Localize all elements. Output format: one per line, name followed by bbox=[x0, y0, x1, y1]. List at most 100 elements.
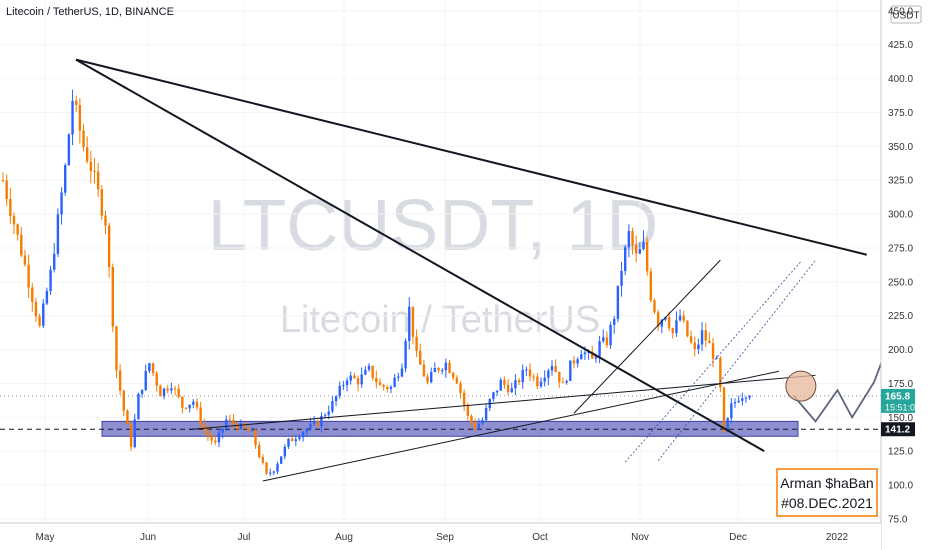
candle bbox=[104, 210, 107, 235]
candle-body bbox=[459, 383, 462, 393]
candle bbox=[42, 299, 45, 329]
candle bbox=[258, 441, 261, 459]
candle-body bbox=[404, 340, 407, 369]
trendlines bbox=[75, 58, 867, 482]
candle-body bbox=[349, 375, 352, 381]
candle bbox=[426, 373, 429, 385]
candle bbox=[243, 422, 246, 430]
candle-body bbox=[85, 147, 89, 162]
candle bbox=[96, 162, 100, 197]
candle bbox=[631, 227, 634, 255]
candle-body bbox=[96, 171, 100, 190]
candle bbox=[53, 242, 56, 273]
price-ticks: 75.0 100.0 125.0 150.0 175.0 200.0 225.0 250.0 2… bbox=[888, 6, 913, 525]
candle-body bbox=[243, 423, 246, 429]
candle bbox=[192, 399, 195, 409]
candle-body bbox=[217, 432, 221, 443]
candle-body bbox=[744, 397, 748, 399]
candle bbox=[550, 360, 554, 376]
candle-body bbox=[671, 328, 674, 334]
candle bbox=[107, 222, 111, 278]
candle-body bbox=[678, 315, 682, 321]
candle bbox=[23, 249, 27, 267]
candle-body bbox=[20, 234, 23, 256]
price-tick-label: 300.0 bbox=[888, 210, 913, 221]
candle bbox=[12, 212, 16, 235]
candle-body bbox=[397, 376, 400, 378]
time-tick-label: Nov bbox=[631, 532, 649, 543]
candle bbox=[312, 416, 316, 427]
trendline bbox=[75, 58, 867, 256]
candle-body bbox=[536, 376, 539, 387]
candle bbox=[203, 418, 206, 435]
candle bbox=[177, 384, 180, 399]
candle bbox=[682, 310, 685, 324]
candle-body bbox=[580, 354, 583, 360]
candle bbox=[126, 409, 129, 425]
candle bbox=[642, 230, 645, 251]
candle bbox=[455, 375, 459, 385]
candle-body bbox=[689, 336, 693, 343]
candle bbox=[382, 383, 385, 391]
candle-body bbox=[268, 472, 272, 474]
watermark-name: Litecoin / TetherUS bbox=[280, 299, 600, 341]
candle bbox=[503, 376, 506, 389]
candle bbox=[404, 338, 407, 373]
candle-body bbox=[561, 382, 565, 384]
currency-button[interactable] bbox=[890, 5, 922, 24]
candle bbox=[675, 311, 678, 337]
candle bbox=[353, 372, 356, 379]
candle-body bbox=[620, 271, 623, 286]
time-axis[interactable]: May Jun Jul Aug Sep Oct Nov Dec 2022 bbox=[0, 522, 881, 550]
candle bbox=[693, 336, 696, 357]
candle bbox=[473, 418, 477, 432]
candle bbox=[444, 358, 448, 378]
candle-body bbox=[525, 369, 528, 371]
candle-body bbox=[122, 390, 125, 411]
candle bbox=[20, 226, 23, 258]
candle bbox=[67, 133, 71, 166]
candle-body bbox=[34, 301, 38, 317]
candle-body bbox=[239, 423, 243, 430]
candle-body bbox=[386, 386, 389, 389]
watermark: LTCUSDT, 1D Litecoin / TetherUS bbox=[208, 186, 659, 341]
candle-body bbox=[547, 370, 550, 378]
candle bbox=[389, 385, 393, 394]
candle-body bbox=[554, 365, 557, 372]
candle bbox=[744, 396, 748, 403]
candle bbox=[634, 235, 638, 263]
candle bbox=[730, 397, 733, 424]
candle bbox=[188, 404, 191, 413]
price-tick-label: 100.0 bbox=[888, 481, 913, 492]
candle bbox=[129, 420, 133, 451]
candle-body bbox=[682, 315, 685, 321]
candle bbox=[214, 435, 217, 446]
price-tick-label: 450.0 bbox=[888, 6, 913, 17]
candle-body bbox=[247, 428, 250, 432]
candle bbox=[719, 355, 722, 393]
candle-body bbox=[649, 271, 653, 301]
candle-body bbox=[279, 456, 283, 464]
candle bbox=[316, 419, 319, 428]
candle bbox=[378, 378, 382, 386]
candle-body bbox=[667, 317, 671, 329]
candle bbox=[616, 285, 620, 323]
time-tick-label: Oct bbox=[532, 532, 548, 543]
candle-body bbox=[312, 421, 316, 424]
candle bbox=[140, 389, 144, 398]
candle-body bbox=[305, 428, 308, 433]
candle bbox=[598, 336, 601, 364]
candle bbox=[173, 385, 177, 396]
candle-body bbox=[353, 375, 356, 379]
candle bbox=[547, 368, 550, 386]
candle-body bbox=[287, 438, 290, 447]
candle-body bbox=[499, 379, 502, 391]
candle-body bbox=[111, 267, 114, 327]
candle-body bbox=[290, 438, 294, 442]
price-tick-label: 125.0 bbox=[888, 447, 913, 458]
price-axis[interactable]: USDT 75.0 100.0 125.0 150.0 175.0 200.0 225.0 2… bbox=[880, 0, 932, 550]
candle bbox=[528, 363, 532, 381]
candle bbox=[144, 364, 147, 391]
candle-body bbox=[45, 291, 49, 304]
